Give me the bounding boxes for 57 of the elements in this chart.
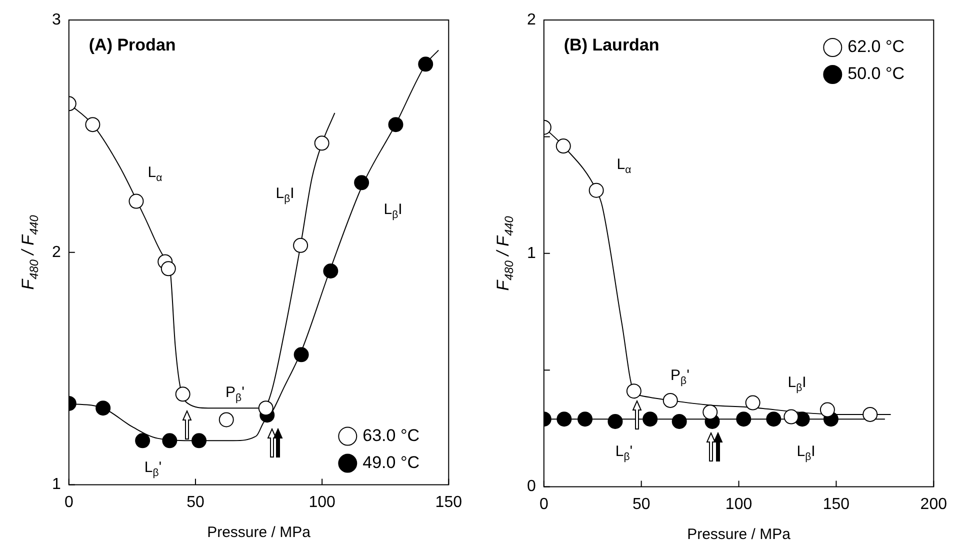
legend-label: 50.0 °C bbox=[848, 64, 905, 84]
text: (A) Prodan bbox=[88, 36, 176, 55]
y-tick-label: 1 bbox=[52, 476, 61, 494]
point bbox=[784, 409, 799, 424]
x-axis-title: Pressure / MPa bbox=[207, 524, 312, 541]
x-tick-label: 100 bbox=[725, 496, 752, 513]
x-tick-label: 50 bbox=[632, 496, 650, 513]
x-tick-label: 0 bbox=[64, 494, 74, 511]
legend-label: 62.0 °C bbox=[848, 37, 905, 56]
y-axis-title: F480 / F440 bbox=[494, 216, 516, 291]
point bbox=[175, 386, 190, 402]
point bbox=[588, 182, 604, 198]
point bbox=[128, 194, 144, 209]
point bbox=[314, 136, 330, 151]
x-tick-label: 150 bbox=[822, 496, 850, 513]
point bbox=[96, 400, 111, 416]
x-tick-label: 150 bbox=[435, 494, 462, 511]
point bbox=[556, 138, 571, 154]
y-axis-title: F480 / F440 bbox=[18, 214, 42, 290]
y-tick-label: 3 bbox=[52, 11, 61, 28]
point bbox=[192, 433, 207, 448]
point bbox=[820, 402, 835, 418]
point bbox=[672, 414, 687, 429]
point bbox=[862, 406, 878, 422]
point bbox=[85, 117, 100, 132]
x-tick-label: 100 bbox=[308, 494, 336, 511]
point bbox=[388, 117, 404, 132]
point bbox=[354, 175, 370, 190]
text: (B) Laurdan bbox=[564, 36, 660, 55]
point bbox=[162, 433, 178, 448]
x-tick-label: 0 bbox=[539, 496, 548, 513]
x-axis-title: Pressure / MPa bbox=[687, 526, 792, 543]
point bbox=[160, 261, 176, 276]
y-tick-label: 2 bbox=[52, 244, 61, 261]
legend-label: 63.0 °C bbox=[362, 426, 420, 445]
legend-label: 49.0 °C bbox=[362, 452, 420, 472]
point bbox=[642, 412, 658, 427]
point bbox=[736, 412, 752, 427]
point bbox=[418, 56, 434, 72]
y-tick-label: 1 bbox=[526, 244, 536, 262]
point bbox=[662, 392, 678, 408]
point bbox=[702, 404, 718, 420]
x-tick-label: 200 bbox=[920, 496, 948, 513]
point bbox=[556, 412, 572, 427]
point bbox=[293, 238, 308, 253]
point bbox=[294, 347, 309, 362]
point bbox=[608, 414, 623, 429]
x-tick-label: 50 bbox=[186, 494, 204, 511]
y-tick-label: 2 bbox=[526, 11, 536, 28]
y-tick-label: 0 bbox=[526, 478, 536, 496]
point bbox=[745, 395, 760, 410]
point bbox=[135, 433, 150, 448]
point bbox=[626, 384, 642, 399]
point bbox=[578, 412, 593, 427]
point bbox=[766, 412, 782, 427]
point bbox=[323, 263, 338, 278]
point bbox=[258, 400, 274, 416]
